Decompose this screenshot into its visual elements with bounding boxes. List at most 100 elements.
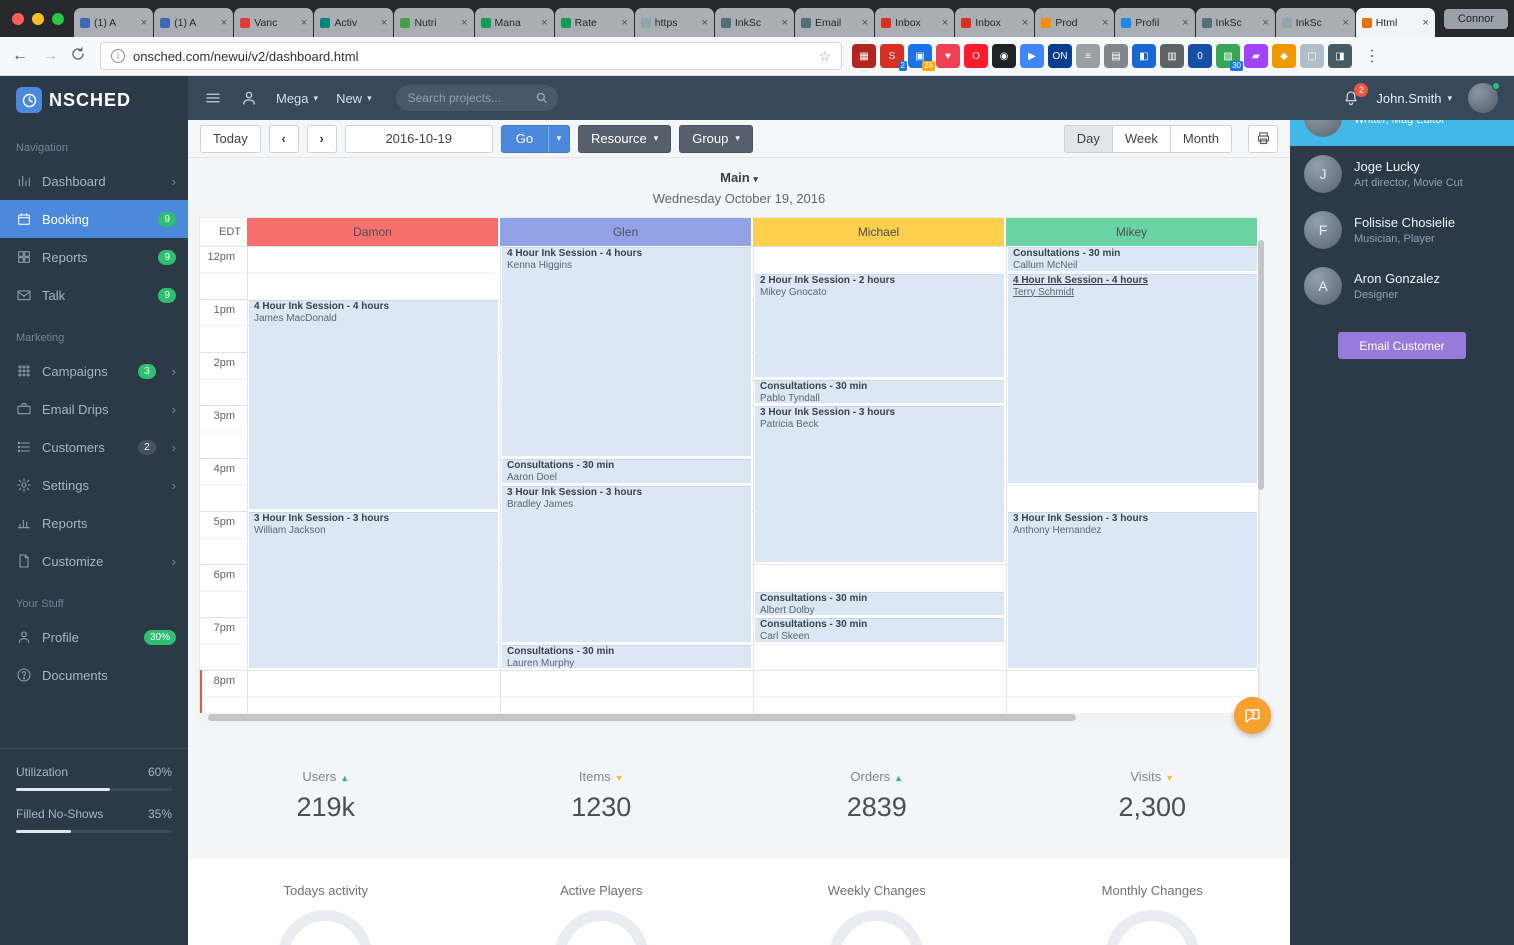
sidebar-item-reports[interactable]: Reports 9 [0,238,188,276]
resource-header-michael[interactable]: Michael [753,218,1006,246]
extension-icon[interactable]: ▤ [1104,44,1128,68]
sidebar-item-campaigns[interactable]: Campaigns 3 › [0,352,188,390]
calendar-event[interactable]: 3 Hour Ink Session - 3 hours William Jack… [248,511,499,669]
calendar-event[interactable]: 3 Hour Ink Session - 3 hours Bradley Jame… [501,484,752,643]
user-avatar[interactable] [1468,82,1500,113]
resource-header-mikey[interactable]: Mikey [1006,218,1259,246]
extension-icon[interactable]: ▣ 26 [908,44,935,71]
sidebar-item-documents[interactable]: Documents [0,656,188,694]
extension-icon[interactable]: ◨ [1328,44,1352,68]
next-day-button[interactable]: › [306,124,337,153]
menu-new[interactable]: New ▾ [336,91,372,106]
tab-close-icon[interactable]: × [1422,16,1429,29]
extension-icon[interactable]: O [964,44,988,68]
forward-button[interactable]: → [42,47,58,64]
extension-icon[interactable]: ▥ [1160,44,1184,68]
group-dropdown[interactable]: Group ▾ [679,124,753,153]
schedule-body[interactable]: 12pm 1pm 2pm 3pm 4pm 5pm 6pm 7pm 8pm 4 Hour Ink S… [200,246,1259,713]
browser-tab[interactable]: Profil × [1115,8,1195,37]
minimize-window-button[interactable] [32,12,44,25]
sidebar-toggle-button[interactable] [204,89,222,107]
sidebar-item-reports[interactable]: Reports [0,504,188,542]
calendar-event[interactable]: Consultations - 30 min Callum McNeil [1007,246,1258,272]
calendar-event[interactable]: 3 Hour Ink Session - 3 hours Anthony Hern… [1007,511,1258,669]
extension-icon[interactable]: ▦ [852,44,876,68]
extension-icon[interactable]: ≡ [1076,44,1100,68]
browser-profile-button[interactable]: Connor [1443,8,1508,29]
search-icon[interactable] [534,90,549,105]
extension-icon[interactable]: ▢ [1300,44,1324,68]
browser-tab[interactable]: InkSc × [1195,8,1275,37]
trend-down-icon[interactable]: ▼ [614,773,624,783]
tab-close-icon[interactable]: × [1342,16,1349,29]
browser-tab[interactable]: (1) A × [154,8,234,37]
scrollbar-thumb[interactable] [208,714,1076,721]
calendar-event[interactable]: 4 Hour Ink Session - 4 hours James MacDon… [248,299,499,510]
sidebar-item-dashboard[interactable]: Dashboard › [0,162,188,200]
sidebar-item-settings[interactable]: Settings › [0,466,188,504]
trend-down-icon[interactable]: ▼ [1165,773,1175,783]
tab-close-icon[interactable]: × [461,16,468,29]
sidebar-item-customers[interactable]: Customers 2 › [0,428,188,466]
close-window-button[interactable] [12,12,24,25]
browser-tab[interactable]: Email × [794,8,875,37]
calendar-event[interactable]: 3 Hour Ink Session - 3 hours Patricia Bec… [754,405,1005,563]
extension-icon[interactable]: ◆ [1272,44,1296,68]
page-info-icon[interactable]: i [111,49,125,63]
calendar-event[interactable]: 2 Hour Ink Session - 2 hours Mikey Gnocat… [754,272,1005,378]
tab-close-icon[interactable]: × [621,16,628,29]
tab-close-icon[interactable]: × [1182,16,1189,29]
customer-row[interactable]: Writter, Mag Editor [1290,120,1514,146]
browser-tab[interactable]: Nutri × [394,8,474,37]
browser-tab[interactable]: Activ × [314,8,394,37]
today-button[interactable]: Today [200,124,261,153]
tab-close-icon[interactable]: × [701,16,708,29]
extension-icon[interactable]: ON [1048,44,1072,68]
resource-header-damon[interactable]: Damon [247,218,500,246]
sidebar-item-talk[interactable]: Talk 9 [0,276,188,314]
browser-tab[interactable]: Prod × [1035,8,1115,37]
resource-dropdown[interactable]: Resource ▾ [578,124,672,153]
customer-row[interactable]: A Aron Gonzalez Designer [1290,258,1514,314]
zoom-window-button[interactable] [52,12,64,25]
extension-icon[interactable]: ♥ [936,44,960,68]
trend-up-icon[interactable]: ▲ [894,773,904,783]
view-button-day[interactable]: Day [1063,124,1113,153]
calendar-event[interactable]: Consultations - 30 min Albert Dolby [754,590,1005,616]
extension-icon[interactable]: 0 [1188,44,1212,68]
browser-tab[interactable]: InkSc × [1275,8,1355,37]
tab-close-icon[interactable]: × [220,16,228,29]
app-logo[interactable]: NSCHED [0,76,188,124]
view-button-week[interactable]: Week [1112,124,1171,153]
customer-row[interactable]: J Joge Lucky Art director, Movie Cut [1290,146,1514,202]
calendar-event[interactable]: Consultations - 30 min Pablo Tyndall [754,378,1005,404]
browser-tab[interactable]: Vanc × [234,8,314,37]
tab-close-icon[interactable]: × [1101,16,1109,29]
date-input[interactable] [344,124,493,153]
browser-tab[interactable]: Inbox × [875,8,955,37]
tab-close-icon[interactable]: × [1021,16,1029,29]
help-chat-button[interactable] [1234,697,1271,734]
search-input[interactable] [395,85,558,111]
tab-close-icon[interactable]: × [1262,16,1269,29]
extension-icon[interactable]: ▧ 30 [1216,44,1243,71]
browser-tab[interactable]: InkSc × [714,8,794,37]
customer-row[interactable]: F Folisise Chosielie Musician, Player [1290,202,1514,258]
sidebar-item-customize[interactable]: Customize › [0,542,188,580]
extension-icon[interactable]: ▶ [1020,44,1044,68]
tab-close-icon[interactable]: × [861,16,869,29]
tab-close-icon[interactable]: × [781,16,788,29]
extension-icon[interactable]: ▰ [1244,44,1268,68]
horizontal-scrollbar[interactable] [200,713,1259,723]
tab-close-icon[interactable]: × [140,16,148,29]
bookmark-star-icon[interactable]: ☆ [818,47,831,64]
address-bar[interactable]: i onsched.com/newui/v2/dashboard.html ☆ [100,42,842,70]
browser-tab[interactable]: Mana × [474,8,554,37]
refresh-button[interactable] [70,46,90,66]
print-button[interactable] [1248,124,1278,153]
extension-icon[interactable]: ◉ [992,44,1016,68]
calendar-event[interactable]: Consultations - 30 min Aaron Doel [501,458,752,484]
sidebar-item-profile[interactable]: Profile 30% [0,618,188,656]
user-quick-button[interactable] [240,89,258,107]
